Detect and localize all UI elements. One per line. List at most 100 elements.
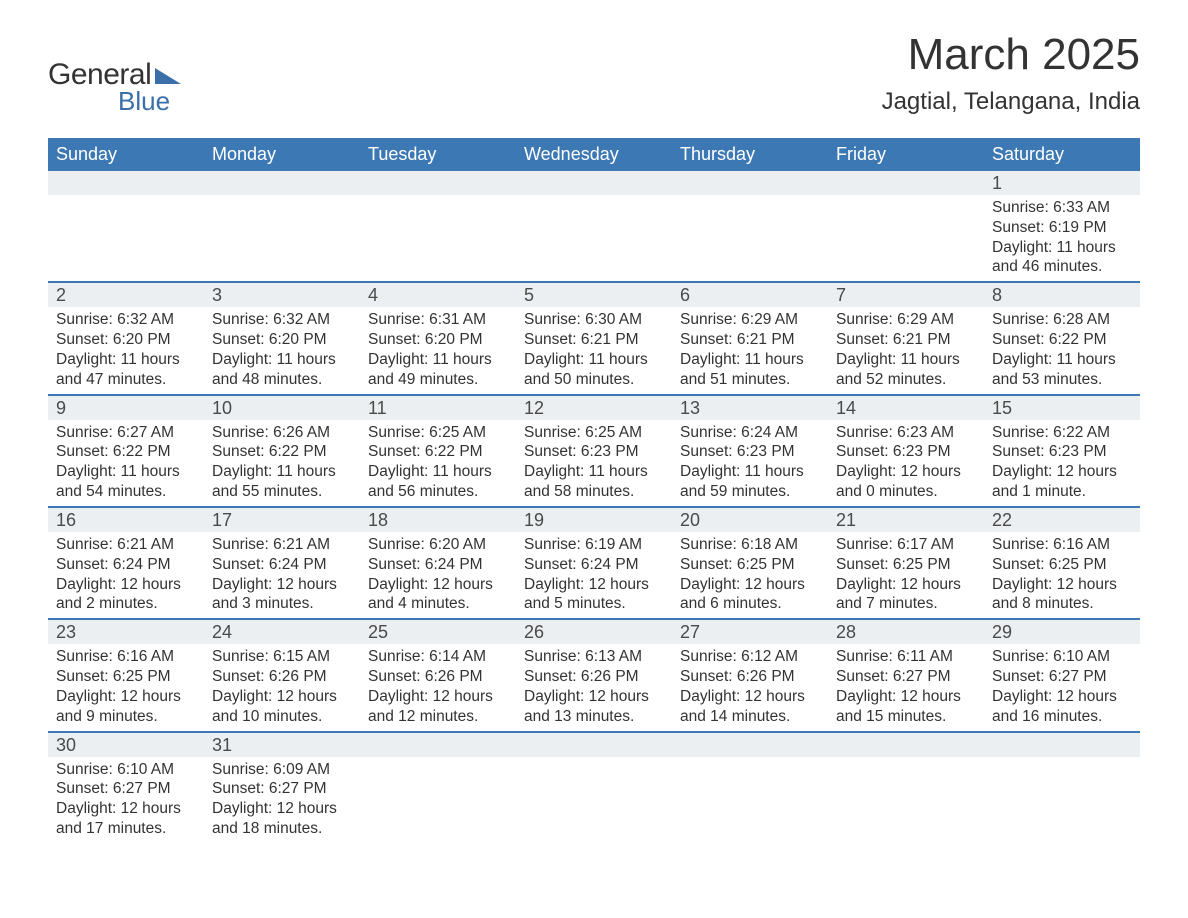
daylight-text: Daylight: 11 hours and 59 minutes. bbox=[680, 462, 820, 502]
sunset-text: Sunset: 6:23 PM bbox=[836, 442, 976, 462]
day-number bbox=[672, 171, 828, 195]
weekday-header: Sunday bbox=[48, 138, 204, 171]
day-number bbox=[48, 171, 204, 195]
calendar-cell: 31Sunrise: 6:09 AMSunset: 6:27 PMDayligh… bbox=[204, 733, 360, 843]
sunset-text: Sunset: 6:26 PM bbox=[680, 667, 820, 687]
day-number: 11 bbox=[360, 396, 516, 420]
sunrise-text: Sunrise: 6:16 AM bbox=[56, 647, 196, 667]
day-number: 4 bbox=[360, 283, 516, 307]
sunset-text: Sunset: 6:23 PM bbox=[992, 442, 1132, 462]
calendar-cell bbox=[516, 171, 672, 281]
daylight-text: Daylight: 12 hours and 2 minutes. bbox=[56, 575, 196, 615]
calendar-cell bbox=[48, 171, 204, 281]
day-data: Sunrise: 6:32 AMSunset: 6:20 PMDaylight:… bbox=[48, 307, 204, 393]
day-data: Sunrise: 6:31 AMSunset: 6:20 PMDaylight:… bbox=[360, 307, 516, 393]
day-number: 5 bbox=[516, 283, 672, 307]
logo: General Blue bbox=[48, 58, 181, 117]
day-data: Sunrise: 6:29 AMSunset: 6:21 PMDaylight:… bbox=[672, 307, 828, 393]
sunset-text: Sunset: 6:24 PM bbox=[368, 555, 508, 575]
day-data: Sunrise: 6:21 AMSunset: 6:24 PMDaylight:… bbox=[48, 532, 204, 618]
calendar-cell: 3Sunrise: 6:32 AMSunset: 6:20 PMDaylight… bbox=[204, 283, 360, 393]
day-data: Sunrise: 6:25 AMSunset: 6:23 PMDaylight:… bbox=[516, 420, 672, 506]
sunrise-text: Sunrise: 6:12 AM bbox=[680, 647, 820, 667]
day-data: Sunrise: 6:15 AMSunset: 6:26 PMDaylight:… bbox=[204, 644, 360, 730]
day-number: 3 bbox=[204, 283, 360, 307]
calendar-cell: 13Sunrise: 6:24 AMSunset: 6:23 PMDayligh… bbox=[672, 396, 828, 506]
daylight-text: Daylight: 11 hours and 52 minutes. bbox=[836, 350, 976, 390]
day-data: Sunrise: 6:28 AMSunset: 6:22 PMDaylight:… bbox=[984, 307, 1140, 393]
calendar-cell: 4Sunrise: 6:31 AMSunset: 6:20 PMDaylight… bbox=[360, 283, 516, 393]
day-number: 9 bbox=[48, 396, 204, 420]
day-number: 12 bbox=[516, 396, 672, 420]
sunset-text: Sunset: 6:19 PM bbox=[992, 218, 1132, 238]
daylight-text: Daylight: 11 hours and 54 minutes. bbox=[56, 462, 196, 502]
day-data: Sunrise: 6:13 AMSunset: 6:26 PMDaylight:… bbox=[516, 644, 672, 730]
sunset-text: Sunset: 6:20 PM bbox=[368, 330, 508, 350]
day-number: 30 bbox=[48, 733, 204, 757]
day-number: 19 bbox=[516, 508, 672, 532]
sunset-text: Sunset: 6:25 PM bbox=[56, 667, 196, 687]
day-data: Sunrise: 6:27 AMSunset: 6:22 PMDaylight:… bbox=[48, 420, 204, 506]
daylight-text: Daylight: 12 hours and 16 minutes. bbox=[992, 687, 1132, 727]
day-number: 1 bbox=[984, 171, 1140, 195]
calendar-cell: 15Sunrise: 6:22 AMSunset: 6:23 PMDayligh… bbox=[984, 396, 1140, 506]
sunrise-text: Sunrise: 6:16 AM bbox=[992, 535, 1132, 555]
sunset-text: Sunset: 6:26 PM bbox=[212, 667, 352, 687]
sunrise-text: Sunrise: 6:29 AM bbox=[680, 310, 820, 330]
day-data: Sunrise: 6:23 AMSunset: 6:23 PMDaylight:… bbox=[828, 420, 984, 506]
day-number: 29 bbox=[984, 620, 1140, 644]
sunset-text: Sunset: 6:27 PM bbox=[56, 779, 196, 799]
day-data: Sunrise: 6:14 AMSunset: 6:26 PMDaylight:… bbox=[360, 644, 516, 730]
day-number: 20 bbox=[672, 508, 828, 532]
sunrise-text: Sunrise: 6:28 AM bbox=[992, 310, 1132, 330]
calendar-cell: 10Sunrise: 6:26 AMSunset: 6:22 PMDayligh… bbox=[204, 396, 360, 506]
sunset-text: Sunset: 6:25 PM bbox=[992, 555, 1132, 575]
day-data: Sunrise: 6:17 AMSunset: 6:25 PMDaylight:… bbox=[828, 532, 984, 618]
sunrise-text: Sunrise: 6:25 AM bbox=[524, 423, 664, 443]
daylight-text: Daylight: 12 hours and 5 minutes. bbox=[524, 575, 664, 615]
daylight-text: Daylight: 12 hours and 1 minute. bbox=[992, 462, 1132, 502]
day-data: Sunrise: 6:21 AMSunset: 6:24 PMDaylight:… bbox=[204, 532, 360, 618]
sunrise-text: Sunrise: 6:18 AM bbox=[680, 535, 820, 555]
day-number: 7 bbox=[828, 283, 984, 307]
day-number bbox=[516, 171, 672, 195]
day-number: 17 bbox=[204, 508, 360, 532]
sunrise-text: Sunrise: 6:21 AM bbox=[212, 535, 352, 555]
daylight-text: Daylight: 11 hours and 48 minutes. bbox=[212, 350, 352, 390]
daylight-text: Daylight: 11 hours and 53 minutes. bbox=[992, 350, 1132, 390]
daylight-text: Daylight: 12 hours and 3 minutes. bbox=[212, 575, 352, 615]
sunrise-text: Sunrise: 6:22 AM bbox=[992, 423, 1132, 443]
weekday-header: Saturday bbox=[984, 138, 1140, 171]
day-number: 22 bbox=[984, 508, 1140, 532]
calendar-cell bbox=[516, 733, 672, 843]
calendar-cell: 23Sunrise: 6:16 AMSunset: 6:25 PMDayligh… bbox=[48, 620, 204, 730]
calendar-cell: 16Sunrise: 6:21 AMSunset: 6:24 PMDayligh… bbox=[48, 508, 204, 618]
calendar-cell: 25Sunrise: 6:14 AMSunset: 6:26 PMDayligh… bbox=[360, 620, 516, 730]
calendar-cell: 29Sunrise: 6:10 AMSunset: 6:27 PMDayligh… bbox=[984, 620, 1140, 730]
calendar: Sunday Monday Tuesday Wednesday Thursday… bbox=[48, 138, 1140, 843]
sunset-text: Sunset: 6:20 PM bbox=[56, 330, 196, 350]
daylight-text: Daylight: 11 hours and 50 minutes. bbox=[524, 350, 664, 390]
day-number bbox=[672, 733, 828, 757]
calendar-cell: 26Sunrise: 6:13 AMSunset: 6:26 PMDayligh… bbox=[516, 620, 672, 730]
sunset-text: Sunset: 6:21 PM bbox=[836, 330, 976, 350]
weekday-header: Thursday bbox=[672, 138, 828, 171]
calendar-cell: 9Sunrise: 6:27 AMSunset: 6:22 PMDaylight… bbox=[48, 396, 204, 506]
daylight-text: Daylight: 11 hours and 56 minutes. bbox=[368, 462, 508, 502]
sunrise-text: Sunrise: 6:25 AM bbox=[368, 423, 508, 443]
daylight-text: Daylight: 12 hours and 8 minutes. bbox=[992, 575, 1132, 615]
sunset-text: Sunset: 6:27 PM bbox=[212, 779, 352, 799]
sunset-text: Sunset: 6:20 PM bbox=[212, 330, 352, 350]
daylight-text: Daylight: 12 hours and 7 minutes. bbox=[836, 575, 976, 615]
calendar-cell: 17Sunrise: 6:21 AMSunset: 6:24 PMDayligh… bbox=[204, 508, 360, 618]
daylight-text: Daylight: 11 hours and 51 minutes. bbox=[680, 350, 820, 390]
sunrise-text: Sunrise: 6:21 AM bbox=[56, 535, 196, 555]
day-number: 28 bbox=[828, 620, 984, 644]
day-number bbox=[204, 171, 360, 195]
calendar-cell: 8Sunrise: 6:28 AMSunset: 6:22 PMDaylight… bbox=[984, 283, 1140, 393]
sunrise-text: Sunrise: 6:33 AM bbox=[992, 198, 1132, 218]
sunrise-text: Sunrise: 6:24 AM bbox=[680, 423, 820, 443]
day-data: Sunrise: 6:26 AMSunset: 6:22 PMDaylight:… bbox=[204, 420, 360, 506]
calendar-cell: 1Sunrise: 6:33 AMSunset: 6:19 PMDaylight… bbox=[984, 171, 1140, 281]
calendar-cell: 11Sunrise: 6:25 AMSunset: 6:22 PMDayligh… bbox=[360, 396, 516, 506]
